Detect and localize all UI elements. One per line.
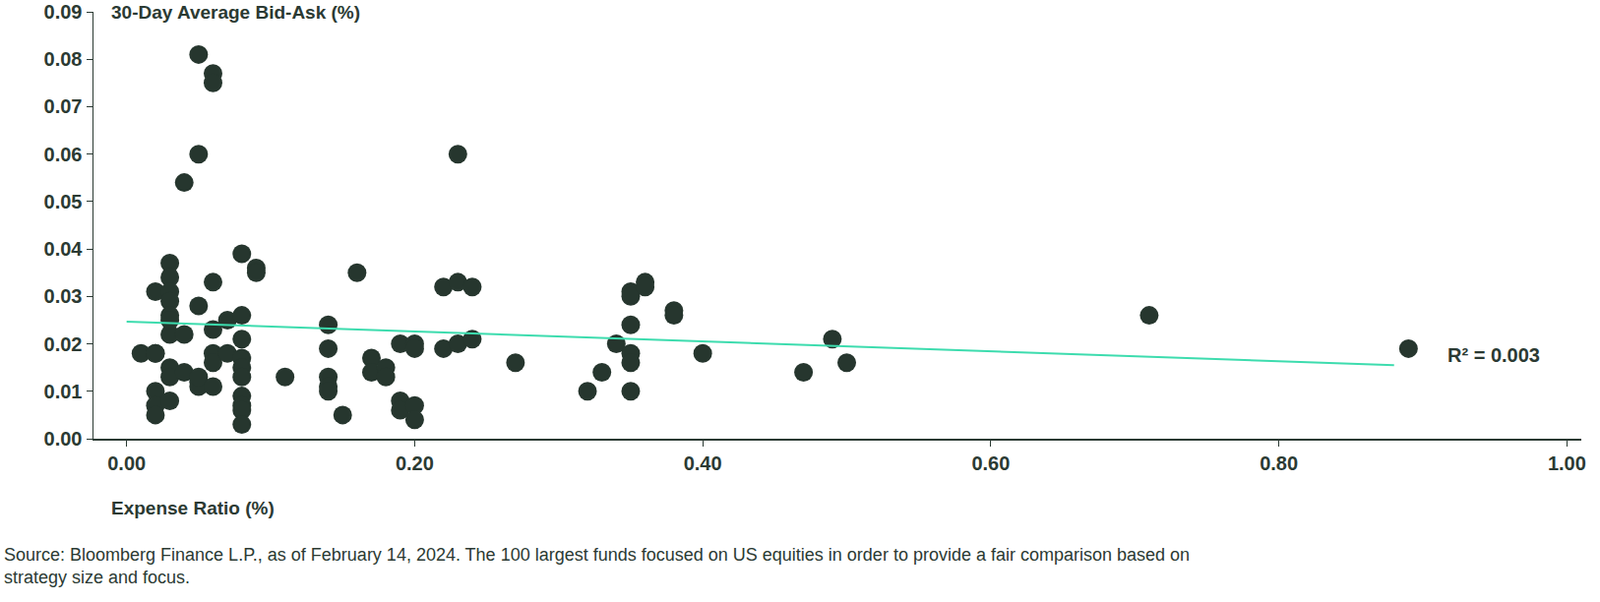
svg-text:0.00: 0.00 bbox=[107, 452, 146, 475]
svg-text:0.05: 0.05 bbox=[44, 190, 83, 213]
svg-text:R² = 0.003: R² = 0.003 bbox=[1447, 344, 1540, 367]
svg-text:Source: Bloomberg Finance L.P.: Source: Bloomberg Finance L.P., as of Fe… bbox=[3, 545, 1190, 588]
svg-text:0.07: 0.07 bbox=[44, 95, 83, 118]
svg-text:0.03: 0.03 bbox=[44, 285, 83, 308]
svg-text:0.40: 0.40 bbox=[683, 452, 723, 475]
svg-text:Expense Ratio (%): Expense Ratio (%) bbox=[111, 497, 275, 519]
svg-text:0.09: 0.09 bbox=[44, 0, 83, 23]
svg-text:1.00: 1.00 bbox=[1547, 452, 1587, 475]
svg-text:0.04: 0.04 bbox=[44, 238, 84, 260]
svg-text:0.01: 0.01 bbox=[44, 380, 83, 403]
svg-text:30-Day Average Bid-Ask (%): 30-Day Average Bid-Ask (%) bbox=[111, 1, 361, 23]
svg-text:0.08: 0.08 bbox=[44, 48, 83, 70]
svg-text:0.06: 0.06 bbox=[44, 143, 83, 166]
svg-text:0.00: 0.00 bbox=[44, 428, 83, 450]
svg-text:0.80: 0.80 bbox=[1259, 452, 1298, 475]
svg-text:0.60: 0.60 bbox=[971, 452, 1010, 475]
svg-text:0.20: 0.20 bbox=[395, 452, 434, 475]
svg-text:0.02: 0.02 bbox=[44, 333, 83, 356]
